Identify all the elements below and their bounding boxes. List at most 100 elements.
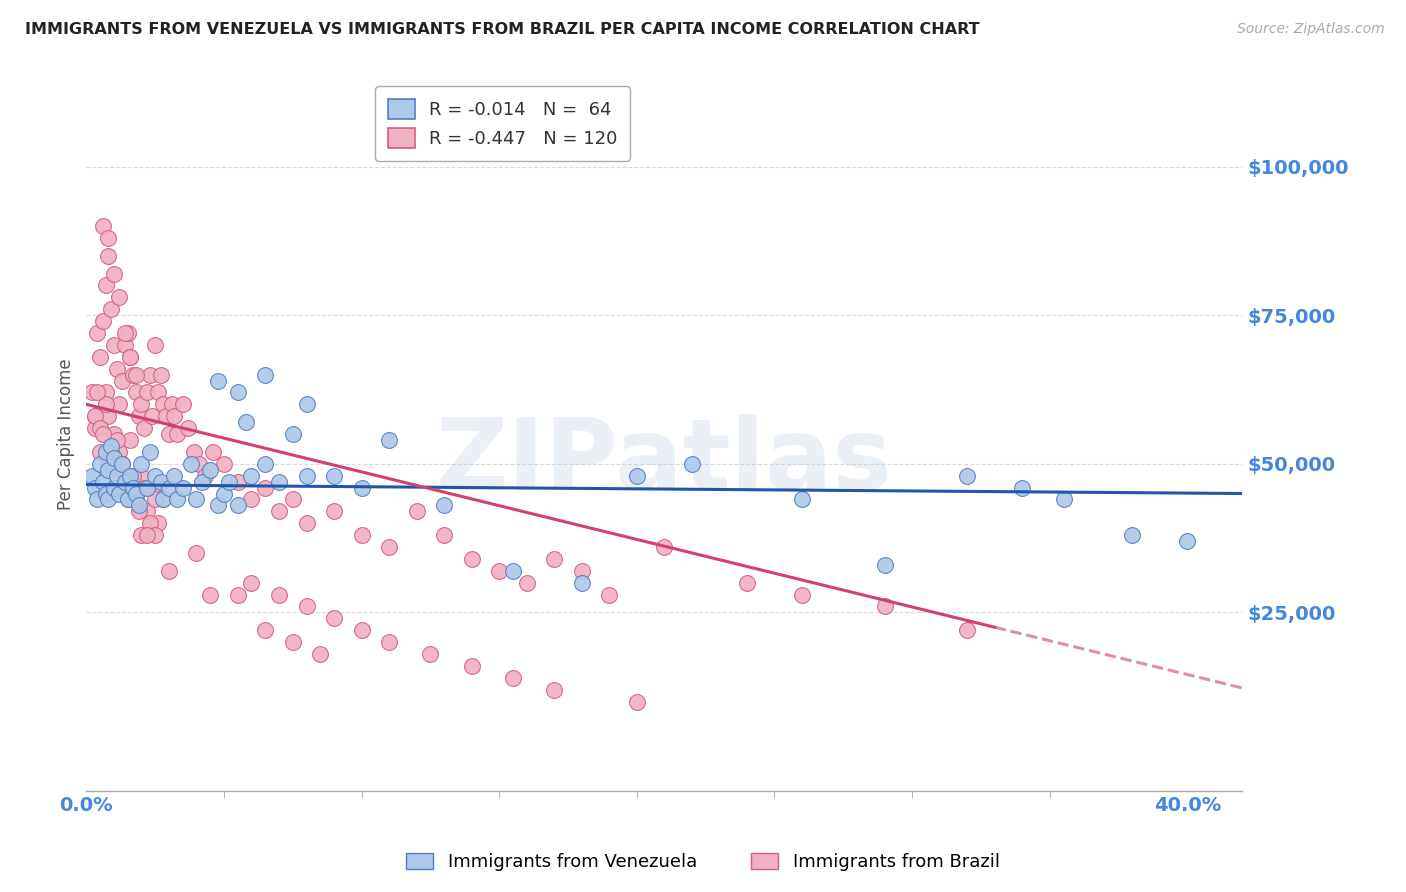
- Point: [117, 326, 139, 340]
- Point: [281, 427, 304, 442]
- Point: [100, 302, 122, 317]
- Point: [103, 427, 125, 442]
- Point: [956, 468, 979, 483]
- Point: [120, 433, 142, 447]
- Y-axis label: Per Capita Income: Per Capita Income: [58, 359, 75, 510]
- Point: [103, 481, 125, 495]
- Point: [543, 552, 565, 566]
- Point: [254, 457, 277, 471]
- Point: [108, 486, 131, 500]
- Point: [111, 457, 134, 471]
- Point: [873, 558, 896, 572]
- Point: [105, 468, 128, 483]
- Point: [240, 492, 263, 507]
- Point: [114, 338, 136, 352]
- Point: [571, 575, 593, 590]
- Point: [460, 552, 482, 566]
- Point: [188, 457, 211, 471]
- Point: [94, 445, 117, 459]
- Point: [86, 492, 108, 507]
- Point: [226, 385, 249, 400]
- Point: [152, 397, 174, 411]
- Point: [157, 427, 180, 442]
- Point: [83, 409, 105, 424]
- Point: [350, 624, 373, 638]
- Point: [143, 528, 166, 542]
- Point: [166, 492, 188, 507]
- Point: [186, 546, 208, 560]
- Point: [157, 481, 180, 495]
- Point: [94, 397, 117, 411]
- Point: [135, 528, 157, 542]
- Point: [254, 368, 277, 382]
- Point: [108, 290, 131, 304]
- Point: [125, 486, 148, 500]
- Point: [128, 499, 150, 513]
- Point: [83, 409, 105, 424]
- Point: [120, 468, 142, 483]
- Point: [543, 682, 565, 697]
- Point: [207, 499, 229, 513]
- Point: [143, 468, 166, 483]
- Point: [186, 492, 208, 507]
- Point: [86, 326, 108, 340]
- Point: [111, 374, 134, 388]
- Point: [122, 468, 145, 483]
- Point: [240, 575, 263, 590]
- Point: [226, 588, 249, 602]
- Point: [114, 468, 136, 483]
- Point: [132, 481, 155, 495]
- Point: [873, 599, 896, 614]
- Point: [254, 481, 277, 495]
- Point: [201, 445, 224, 459]
- Point: [405, 504, 427, 518]
- Point: [309, 647, 332, 661]
- Point: [108, 445, 131, 459]
- Point: [138, 368, 160, 382]
- Point: [1121, 528, 1143, 542]
- Point: [120, 350, 142, 364]
- Point: [1177, 534, 1199, 549]
- Point: [212, 457, 235, 471]
- Point: [141, 409, 163, 424]
- Point: [735, 575, 758, 590]
- Point: [654, 540, 676, 554]
- Point: [295, 516, 318, 531]
- Point: [97, 249, 120, 263]
- Point: [103, 338, 125, 352]
- Point: [91, 475, 114, 489]
- Point: [89, 445, 111, 459]
- Point: [163, 409, 186, 424]
- Point: [97, 463, 120, 477]
- Point: [105, 361, 128, 376]
- Point: [350, 481, 373, 495]
- Point: [163, 468, 186, 483]
- Point: [141, 481, 163, 495]
- Point: [132, 421, 155, 435]
- Point: [97, 409, 120, 424]
- Point: [502, 671, 524, 685]
- Point: [790, 492, 813, 507]
- Point: [97, 231, 120, 245]
- Point: [108, 397, 131, 411]
- Point: [419, 647, 441, 661]
- Point: [135, 481, 157, 495]
- Text: ZIPatlas: ZIPatlas: [436, 414, 893, 511]
- Point: [194, 468, 217, 483]
- Point: [125, 385, 148, 400]
- Point: [155, 409, 177, 424]
- Point: [226, 499, 249, 513]
- Point: [152, 492, 174, 507]
- Point: [240, 468, 263, 483]
- Point: [460, 659, 482, 673]
- Point: [295, 397, 318, 411]
- Point: [1011, 481, 1033, 495]
- Point: [125, 368, 148, 382]
- Point: [100, 439, 122, 453]
- Point: [111, 457, 134, 471]
- Point: [120, 350, 142, 364]
- Point: [571, 564, 593, 578]
- Point: [350, 528, 373, 542]
- Point: [295, 468, 318, 483]
- Point: [105, 433, 128, 447]
